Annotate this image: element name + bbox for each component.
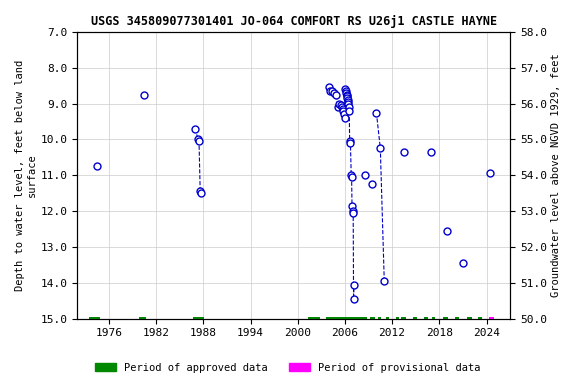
Legend: Period of approved data, Period of provisional data: Period of approved data, Period of provi…	[91, 359, 485, 377]
Y-axis label: Depth to water level, feet below land
surface: Depth to water level, feet below land su…	[15, 60, 37, 291]
Title: USGS 345809077301401 JO-064 COMFORT RS U26j1 CASTLE HAYNE: USGS 345809077301401 JO-064 COMFORT RS U…	[91, 15, 497, 28]
Y-axis label: Groundwater level above NGVD 1929, feet: Groundwater level above NGVD 1929, feet	[551, 53, 561, 297]
